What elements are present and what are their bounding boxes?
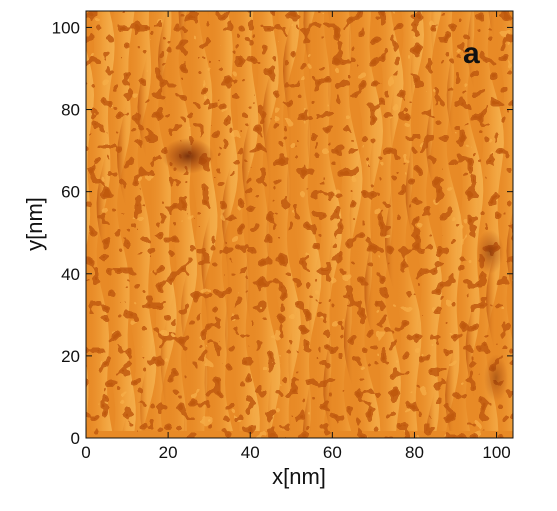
afm-topography-image: [86, 11, 557, 438]
y-tick-label: 0: [71, 429, 80, 448]
plot-frame: [85, 10, 514, 439]
y-tick-label: 80: [61, 101, 80, 120]
pit-texture: [86, 11, 513, 438]
y-axis-title: y[nm]: [22, 197, 47, 251]
dark-defect-spot: [162, 138, 214, 174]
y-tick-label: 60: [61, 183, 80, 202]
dark-defect-spot-small: [476, 230, 504, 274]
y-tick-label: 100: [52, 18, 80, 37]
x-tick-label: 100: [482, 443, 510, 462]
x-axis-title: x[nm]: [272, 464, 326, 489]
x-tick-label: 60: [323, 443, 342, 462]
dark-defect-spot-lower: [484, 354, 508, 402]
y-tick-label: 40: [61, 265, 80, 284]
terrace-stripe: [527, 11, 557, 431]
tick-labels: 0 20 40 60 80 100 0 20 40 60 80 100: [52, 18, 511, 462]
axis-ticks: [85, 11, 513, 439]
x-tick-label: 0: [81, 443, 90, 462]
x-tick-label: 80: [405, 443, 424, 462]
y-tick-label: 20: [61, 347, 80, 366]
x-tick-label: 20: [159, 443, 178, 462]
panel-label: a: [463, 37, 480, 70]
x-tick-label: 40: [241, 443, 260, 462]
